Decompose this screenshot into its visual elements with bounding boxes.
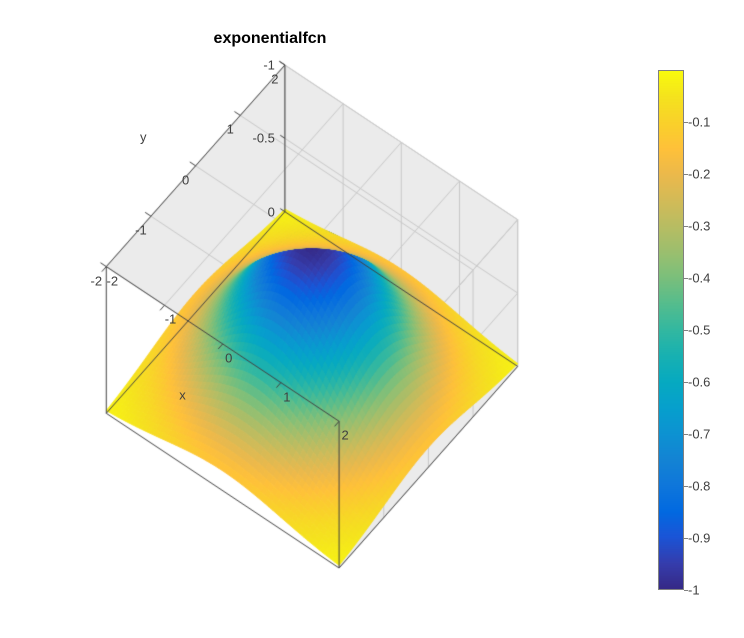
colorbar-tick-label: -0.8 [688, 479, 710, 494]
colorbar-tick-label: -0.5 [688, 323, 710, 338]
z-tick-label: -1 [263, 58, 275, 73]
colorbar-gradient [658, 70, 684, 590]
z-tick-label: -0.5 [253, 131, 275, 146]
x-tick-label: 0 [225, 350, 232, 365]
y-tick-label: 0 [182, 172, 189, 187]
z-tick-label: 0 [268, 204, 275, 219]
y-tick-label: -1 [135, 223, 147, 238]
y-tick-label: 1 [227, 122, 234, 137]
colorbar-tick-label: -0.1 [688, 115, 710, 130]
y-tick-label: 2 [271, 72, 278, 87]
y-tick-label: -2 [91, 273, 103, 288]
colorbar-tick-label: -0.4 [688, 271, 710, 286]
x-tick-label: -1 [165, 312, 177, 327]
x-axis-label: x [179, 388, 186, 403]
colorbar: -0.1-0.2-0.3-0.4-0.5-0.6-0.7-0.8-0.9-1 [658, 70, 684, 590]
colorbar-tick-label: -1 [688, 583, 700, 598]
surface-plot-canvas [0, 0, 744, 638]
figure-container: exponentialfcn -1-0.50-2-1012-2-1012xy -… [0, 0, 744, 638]
colorbar-tick-label: -0.6 [688, 375, 710, 390]
x-tick-label: 1 [283, 389, 290, 404]
colorbar-tick-label: -0.7 [688, 427, 710, 442]
colorbar-tick-label: -0.9 [688, 531, 710, 546]
colorbar-tick-label: -0.2 [688, 167, 710, 182]
y-axis-label: y [140, 129, 147, 144]
x-tick-label: 2 [341, 428, 348, 443]
x-tick-label: -2 [107, 273, 119, 288]
colorbar-tick-label: -0.3 [688, 219, 710, 234]
